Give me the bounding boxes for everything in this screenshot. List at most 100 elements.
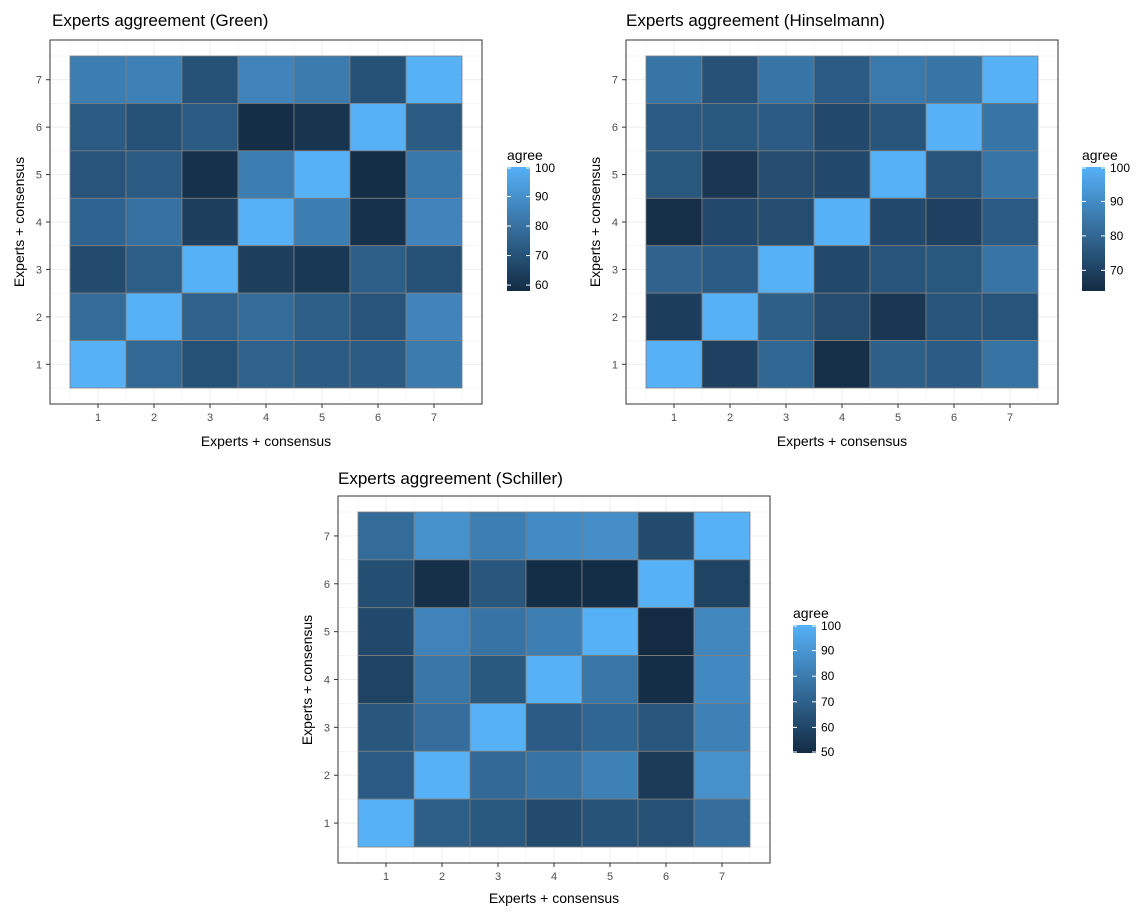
- y-tick-label: 6: [612, 122, 618, 134]
- y-tick-label: 5: [36, 170, 42, 182]
- heatmap-cell: [237, 150, 295, 199]
- heatmap-cell: [293, 245, 351, 294]
- heatmap-cell: [581, 750, 639, 800]
- heatmap-cell: [637, 511, 695, 561]
- legend-ticks: 100 90 80 70 60 50: [793, 619, 841, 759]
- heatmap-cell: [813, 245, 871, 294]
- heatmap-cell: [757, 55, 815, 104]
- heatmap-cell: [413, 511, 471, 561]
- x-tick-label: 4: [551, 871, 557, 883]
- heatmap-cell: [869, 150, 927, 199]
- heatmap-cell: [181, 55, 239, 104]
- legend-tick-label: 100: [1110, 161, 1130, 175]
- heatmap-cell: [645, 150, 703, 199]
- heatmap-cell: [701, 103, 759, 152]
- heatmap-cells: [69, 55, 463, 389]
- x-tick-label: 7: [431, 412, 437, 424]
- y-tick-label: 3: [36, 264, 42, 276]
- x-tick-label: 3: [495, 871, 501, 883]
- heatmap-cell: [293, 103, 351, 152]
- heatmap-cell: [181, 245, 239, 294]
- x-tick-label: 6: [951, 412, 957, 424]
- heatmap-cell: [181, 103, 239, 152]
- heatmap-cell: [637, 559, 695, 609]
- heatmap-cell: [869, 197, 927, 247]
- legend-tick-label: 70: [1110, 263, 1124, 277]
- heatmap-cell: [581, 798, 639, 848]
- heatmap-cell: [981, 197, 1039, 247]
- heatmap-cell: [757, 340, 815, 389]
- legend-title: agree: [793, 605, 829, 621]
- y-tick-label: 2: [324, 770, 330, 782]
- x-axis-ticks: 1 2 3 4 5 6 7: [383, 863, 725, 883]
- heatmap-cell: [293, 55, 351, 104]
- x-tick-label: 1: [383, 871, 389, 883]
- heatmap-cell: [645, 245, 703, 294]
- heatmap-cells: [645, 55, 1039, 389]
- plot-area: 1 2 3 4 5 6 7 1 2 3 4 5 6 7: [324, 495, 771, 883]
- heatmap-cell: [701, 245, 759, 294]
- color-legend: agree 100 90 80 70 60: [507, 147, 555, 292]
- legend-tick-label: 100: [821, 619, 841, 633]
- heatmap-cell: [405, 103, 463, 152]
- heatmap-cell: [69, 150, 127, 199]
- heatmap-cell: [525, 655, 583, 704]
- heatmap-cell: [925, 197, 983, 247]
- heatmap-cell: [69, 197, 127, 247]
- panel-green: Experts aggreement (Green) 1 2 3 4 5 6 7 1 2 3 4 5…: [11, 11, 555, 449]
- heatmap-cell: [637, 750, 695, 800]
- heatmap-cell: [469, 511, 527, 561]
- heatmap-cell: [637, 798, 695, 848]
- legend-tick-label: 80: [1110, 229, 1124, 243]
- heatmap-cell: [581, 703, 639, 752]
- panel-schiller: Experts aggreement (Schiller) 1 2 3 4 5 6 7 1 2…: [299, 469, 841, 906]
- heatmap-cell: [237, 340, 295, 389]
- y-tick-label: 2: [612, 312, 618, 324]
- heatmap-cell: [525, 559, 583, 609]
- heatmap-cell: [693, 559, 751, 609]
- legend-tick-label: 70: [821, 695, 835, 709]
- heatmap-cell: [405, 55, 463, 104]
- color-legend: agree 100 90 80 70: [1082, 147, 1130, 291]
- heatmap-cell: [757, 197, 815, 247]
- heatmap-cell: [757, 245, 815, 294]
- x-tick-label: 2: [727, 412, 733, 424]
- heatmap-cell: [237, 103, 295, 152]
- x-tick-label: 6: [375, 412, 381, 424]
- heatmap-cell: [701, 150, 759, 199]
- legend-tick-label: 90: [1110, 194, 1124, 208]
- y-tick-label: 4: [36, 217, 42, 229]
- legend-title: agree: [1082, 147, 1118, 163]
- heatmap-cell: [469, 655, 527, 704]
- heatmap-cell: [293, 292, 351, 341]
- heatmap-cell: [469, 607, 527, 656]
- heatmap-cell: [701, 55, 759, 104]
- heatmap-cell: [357, 559, 415, 609]
- chart-title: Experts aggreement (Hinselmann): [626, 11, 885, 30]
- heatmap-cell: [405, 292, 463, 341]
- legend-title: agree: [507, 147, 543, 163]
- x-axis-title: Experts + consensus: [201, 433, 331, 449]
- heatmap-cell: [757, 103, 815, 152]
- heatmap-cell: [69, 245, 127, 294]
- heatmap-cell: [413, 703, 471, 752]
- colorbar-gradient: [1082, 167, 1105, 291]
- heatmap-cell: [637, 703, 695, 752]
- heatmap-cell: [349, 55, 407, 104]
- y-tick-label: 1: [36, 359, 42, 371]
- heatmap-cell: [125, 55, 183, 104]
- y-tick-label: 6: [324, 579, 330, 591]
- heatmap-cell: [293, 150, 351, 199]
- heatmap-cell: [349, 103, 407, 152]
- y-tick-label: 7: [36, 75, 42, 87]
- heatmap-cell: [693, 607, 751, 656]
- heatmap-cell: [237, 245, 295, 294]
- legend-ticks: 100 90 80 70: [1082, 161, 1130, 277]
- chart-title: Experts aggreement (Green): [52, 11, 268, 30]
- legend-colorbar: 100 90 80 70 60 50: [793, 619, 841, 759]
- heatmap-cell: [69, 55, 127, 104]
- legend-ticks: 100 90 80 70 60: [507, 161, 555, 292]
- heatmap-cell: [357, 655, 415, 704]
- legend-tick-label: 70: [535, 249, 549, 263]
